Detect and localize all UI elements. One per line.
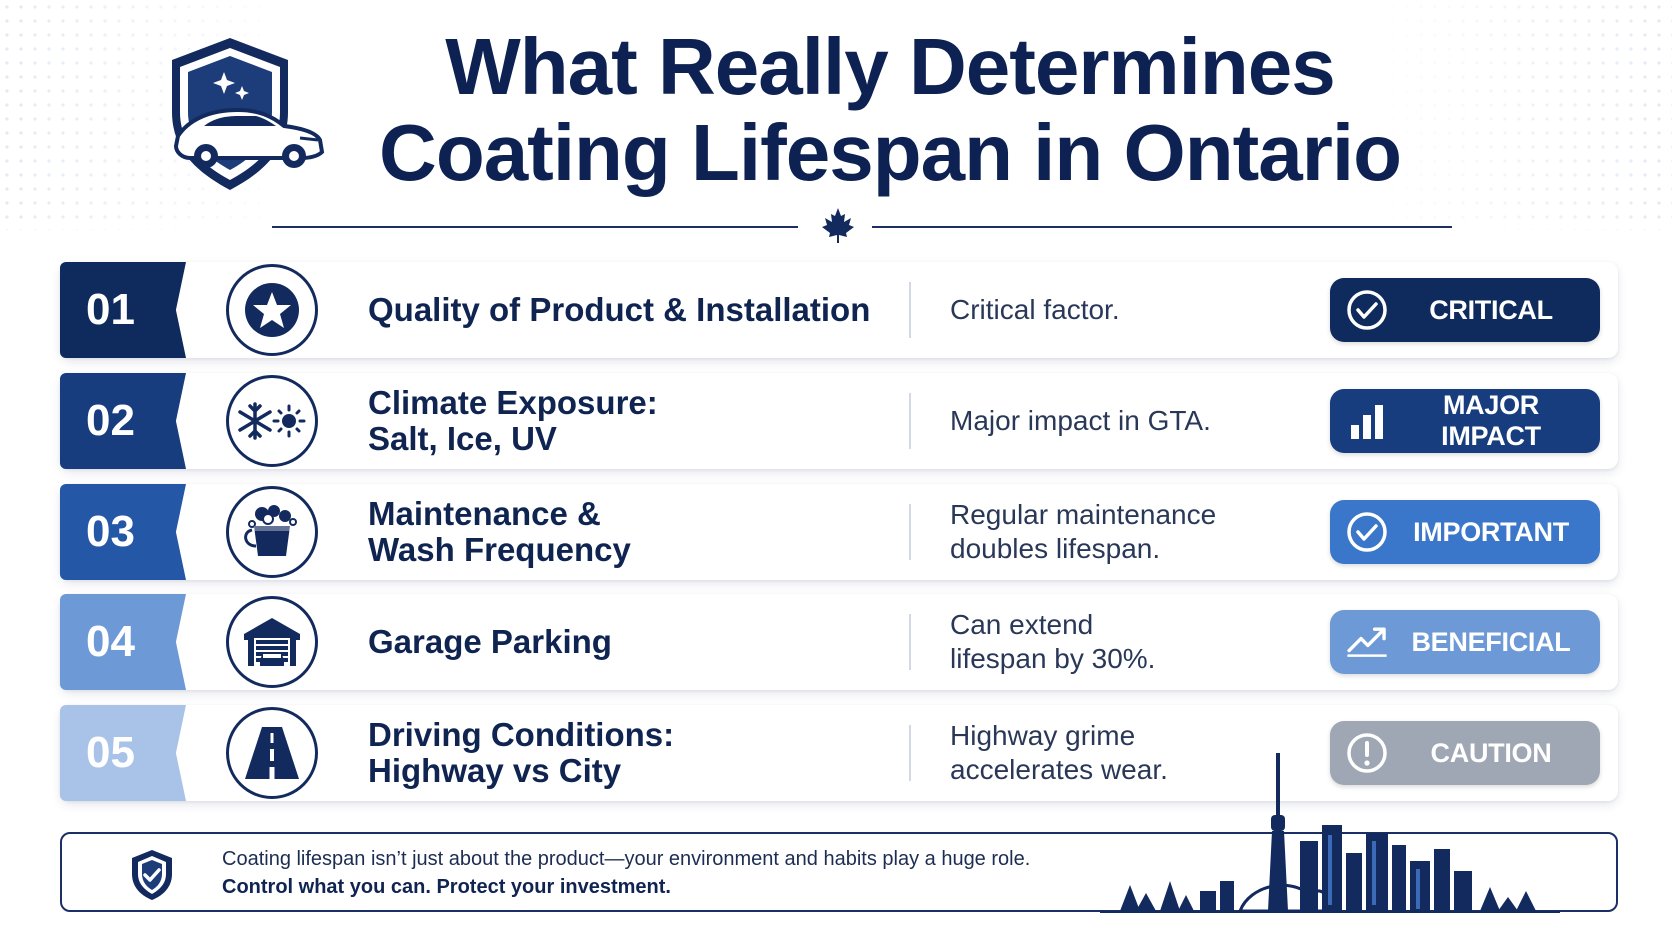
column-divider	[909, 393, 911, 449]
factor-number: 04	[60, 594, 186, 690]
impact-badge-label: IMPORTANT	[1413, 516, 1569, 547]
factor-note: Can extend lifespan by 30%.	[950, 594, 1310, 690]
toronto-skyline-illustration	[1100, 753, 1560, 913]
factor-title-line: Maintenance &	[368, 495, 601, 532]
title-line-2: Coating Lifespan in Ontario	[379, 108, 1402, 197]
factor-number: 03	[60, 484, 186, 580]
garage-icon	[226, 596, 318, 688]
impact-badge: CRITICAL	[1330, 278, 1600, 342]
factor-number: 01	[60, 262, 186, 358]
decorative-dot-pattern-right	[1372, 0, 1672, 230]
factor-note: Critical factor.	[950, 262, 1310, 358]
title-line-1: What Really Determines	[445, 22, 1335, 111]
impact-badge: IMPORTANT	[1330, 500, 1600, 564]
factor-title-line: Wash Frequency	[368, 531, 631, 568]
column-divider	[909, 282, 911, 338]
impact-badge-label: MAJOR IMPACT	[1441, 390, 1541, 451]
factor-title-line: Garage Parking	[368, 623, 612, 660]
column-divider	[909, 725, 911, 781]
impact-badge-label: CAUTION	[1430, 737, 1552, 768]
page-title: What Really Determines Coating Lifespan …	[330, 24, 1450, 196]
column-divider	[909, 614, 911, 670]
factor-row: 04 Garage Parking Can extend lifespan by 30…	[60, 594, 1618, 690]
title-divider-right	[872, 226, 1452, 228]
factor-number: 02	[60, 373, 186, 469]
trend-up-icon	[1344, 619, 1390, 665]
factor-title: Maintenance & Wash Frequency	[368, 484, 888, 580]
shield-car-logo	[172, 38, 325, 190]
title-divider-left	[272, 226, 798, 228]
impact-badge-label: CRITICAL	[1429, 294, 1553, 325]
star-icon	[226, 264, 318, 356]
road-icon	[226, 707, 318, 799]
bar-chart-icon	[1344, 398, 1390, 444]
impact-badge: CAUTION	[1330, 721, 1600, 785]
factor-title: Climate Exposure: Salt, Ice, UV	[368, 373, 888, 469]
factor-note-line: Can extend	[950, 609, 1094, 640]
factor-number: 05	[60, 705, 186, 801]
factor-row: 03 Maintenance & Wash Frequency Regular mai…	[60, 484, 1618, 580]
snowflake-sun-icon	[226, 375, 318, 467]
impact-badge-label: BENEFICIAL	[1411, 626, 1571, 657]
factor-note-line: Major impact in GTA.	[950, 405, 1211, 436]
factor-note: Regular maintenance doubles lifespan.	[950, 484, 1310, 580]
footer-text-line-2: Control what you can. Protect your inves…	[222, 876, 671, 898]
factor-title: Garage Parking	[368, 594, 888, 690]
factor-title-line: Quality of Product & Installation	[368, 291, 871, 328]
factor-row: 02 Climate Exposure: Salt, Ice, UV Major im…	[60, 373, 1618, 469]
factor-title-line: Climate Exposure:	[368, 384, 658, 421]
footer-text-line-1: Coating lifespan isn’t just about the pr…	[222, 848, 1031, 870]
check-circle-icon	[1344, 509, 1390, 555]
column-divider	[909, 504, 911, 560]
factor-title-line: Salt, Ice, UV	[368, 420, 557, 457]
shield-check-icon	[132, 850, 172, 900]
impact-badge: MAJOR IMPACT	[1330, 389, 1600, 453]
maple-leaf-icon	[822, 208, 854, 243]
factor-note-line: Regular maintenance	[950, 499, 1217, 530]
factor-note-line: accelerates wear.	[950, 754, 1168, 785]
factor-note-line: Critical factor.	[950, 294, 1120, 325]
factor-row: 05 Driving Conditions: Highway vs City High…	[60, 705, 1618, 801]
factor-row: 01 Quality of Product & Installation Criti…	[60, 262, 1618, 358]
factor-title-line: Driving Conditions:	[368, 716, 675, 753]
factor-note: Highway grime accelerates wear.	[950, 705, 1310, 801]
wash-bucket-icon	[226, 486, 318, 578]
factor-title: Driving Conditions: Highway vs City	[368, 705, 888, 801]
factor-note-line: doubles lifespan.	[950, 533, 1161, 564]
factor-title-line: Highway vs City	[368, 752, 622, 789]
check-circle-icon	[1344, 287, 1390, 333]
exclamation-circle-icon	[1344, 730, 1390, 776]
impact-badge: BENEFICIAL	[1330, 610, 1600, 674]
factor-title: Quality of Product & Installation	[368, 262, 888, 358]
factor-note-line: lifespan by 30%.	[950, 643, 1156, 674]
factor-note: Major impact in GTA.	[950, 373, 1310, 469]
factor-note-line: Highway grime	[950, 720, 1136, 751]
